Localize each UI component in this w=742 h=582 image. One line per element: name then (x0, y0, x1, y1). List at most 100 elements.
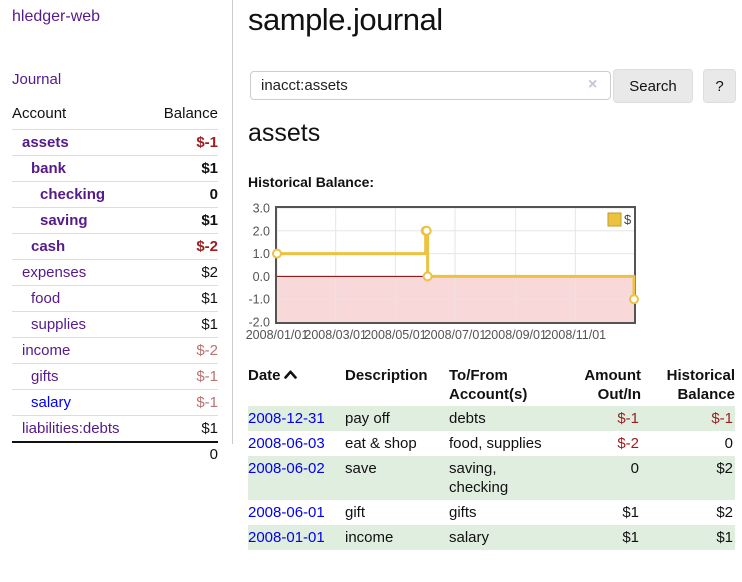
sidebar-account-balance: $1 (201, 316, 218, 333)
sidebar-account-balance: $-1 (196, 368, 218, 385)
sidebar-account-balance: $-1 (196, 394, 218, 411)
register-tofrom-accounts: salary (449, 529, 490, 546)
sidebar-account-link[interactable]: income (22, 342, 71, 359)
register-row: 2008-12-31 pay off debts $-1 $-1 (248, 406, 735, 431)
sidebar-account-link[interactable]: gifts (31, 368, 59, 385)
sidebar-account-link[interactable]: cash (31, 238, 66, 255)
svg-text:-2.0: -2.0 (248, 316, 270, 330)
register-row: 2008-06-03 eat & shop food, supplies $-2 0 (248, 431, 735, 456)
register-date-link[interactable]: 2008-06-02 (248, 460, 325, 477)
sidebar-account-link[interactable]: salary (31, 394, 72, 411)
search-input[interactable] (250, 71, 611, 100)
register-col-date[interactable]: Date (248, 364, 345, 406)
svg-text:0.0: 0.0 (253, 270, 270, 284)
sidebar-account-row: supplies $1 (12, 311, 218, 338)
sidebar-account-balance: $2 (201, 264, 218, 281)
register-amount: $-2 (617, 435, 639, 452)
svg-text:2.0: 2.0 (253, 224, 270, 238)
sidebar-account-row: food $1 (12, 285, 218, 312)
page-title: sample.journal (248, 2, 443, 37)
svg-text:2008/07/01: 2008/07/01 (424, 328, 487, 342)
svg-text:2008/11/01: 2008/11/01 (544, 328, 606, 342)
sidebar-account-link[interactable]: saving (40, 212, 88, 229)
register-description: pay off (345, 410, 390, 427)
sidebar-account-link[interactable]: food (31, 290, 61, 307)
svg-text:2008/03/01: 2008/03/01 (304, 328, 367, 342)
sidebar-account-link[interactable]: supplies (31, 316, 87, 333)
data-point-marker (629, 294, 639, 305)
sidebar-account-link[interactable]: liabilities:debts (22, 420, 120, 437)
svg-text:2008/05/01: 2008/05/01 (364, 328, 427, 342)
sidebar-account-balance: $1 (201, 290, 218, 307)
sidebar-account-row: salary $-1 (12, 389, 218, 416)
sidebar-account-row: expenses $2 (12, 259, 218, 286)
search-button[interactable]: Search (613, 69, 693, 103)
sort-ascending-icon (283, 370, 297, 379)
help-button[interactable]: ? (703, 69, 736, 103)
historical-balance-chart[interactable]: $3.0 2.0 1.0 0.0 -1.0 -2.0 2008/01/01 2008/03/0… (238, 196, 642, 348)
register-amount: $1 (622, 504, 639, 521)
register-table: Date Description To/From Account(s) Amou… (248, 364, 735, 550)
data-point-marker (421, 225, 432, 236)
sidebar-col-account: Account (12, 105, 67, 122)
register-balance: $1 (716, 529, 733, 546)
register-col-amount: Amount Out/In (584, 367, 641, 403)
svg-text:1.0: 1.0 (253, 247, 270, 261)
register-date-link[interactable]: 2008-06-03 (248, 435, 325, 452)
sidebar-account-link[interactable]: assets (22, 134, 69, 151)
sidebar-account-row: bank $1 (12, 155, 218, 182)
sidebar-account-balance: $-2 (196, 342, 218, 359)
sidebar-account-row: liabilities:debts $1 (12, 415, 218, 443)
register-header-row: Date Description To/From Account(s) Amou… (248, 364, 735, 406)
accounts-sidebar-table: Account Balance assets $-1 bank $1 checking 0… (12, 101, 218, 466)
legend-swatch (607, 212, 622, 227)
sidebar-account-balance: $1 (201, 212, 218, 229)
nav-journal-link[interactable]: Journal (12, 71, 62, 88)
register-description: income (345, 529, 394, 546)
register-balance: $2 (716, 460, 733, 477)
sidebar-account-link[interactable]: expenses (22, 264, 87, 281)
sidebar-account-link[interactable]: checking (40, 186, 106, 203)
svg-text:2008/09/01: 2008/09/01 (484, 328, 547, 342)
register-amount: $-1 (617, 410, 639, 427)
register-row: 2008-01-01 income salary $1 $1 (248, 525, 735, 550)
app-brand-link[interactable]: hledger-web (12, 8, 101, 25)
sidebar-account-row: saving $1 (12, 207, 218, 234)
register-balance: 0 (724, 435, 733, 452)
register-amount: 0 (630, 460, 639, 477)
register-date-link[interactable]: 2008-06-01 (248, 504, 325, 521)
register-tofrom-accounts: saving, checking (449, 460, 509, 496)
sidebar-header-row: Account Balance (12, 101, 218, 130)
data-point-marker (422, 271, 433, 282)
register-row: 2008-06-02 save saving, checking 0 $2 (248, 456, 735, 500)
register-date-link[interactable]: 2008-12-31 (248, 410, 325, 427)
svg-text:-1.0: -1.0 (248, 293, 270, 307)
sidebar-account-row: income $-2 (12, 337, 218, 364)
svg-text:2008/01/01: 2008/01/01 (246, 328, 309, 342)
sidebar-total-balance: 0 (209, 446, 218, 463)
sidebar-divider (232, 0, 233, 444)
register-col-description: Description (345, 367, 428, 384)
register-description: gift (345, 504, 366, 521)
register-amount: $1 (622, 529, 639, 546)
svg-text:3.0: 3.0 (253, 202, 270, 216)
register-description: save (345, 460, 377, 477)
sidebar-col-balance: Balance (163, 105, 218, 122)
sidebar-account-balance: $-2 (196, 238, 218, 255)
search-form: × Search ? (250, 69, 737, 105)
sidebar-account-row: checking 0 (12, 181, 218, 208)
register-row: 2008-06-01 gift gifts $1 $2 (248, 500, 735, 525)
register-date-link[interactable]: 2008-01-01 (248, 529, 325, 546)
register-tofrom-accounts: gifts (449, 504, 477, 521)
register-tofrom-accounts: debts (449, 410, 486, 427)
balance-chart-svg: $3.0 2.0 1.0 0.0 -1.0 -2.02008/01/012008/03/0… (246, 202, 639, 342)
sidebar-account-balance: $1 (201, 160, 218, 177)
sidebar-account-balance: $-1 (196, 134, 218, 151)
data-point-marker (272, 248, 282, 259)
register-tofrom-accounts: food, supplies (449, 435, 542, 452)
sidebar-account-link[interactable]: bank (31, 160, 67, 177)
register-description: eat & shop (345, 435, 417, 452)
register-balance: $2 (716, 504, 733, 521)
account-page-title: assets (248, 119, 321, 147)
search-clear-icon[interactable]: × (588, 76, 598, 93)
